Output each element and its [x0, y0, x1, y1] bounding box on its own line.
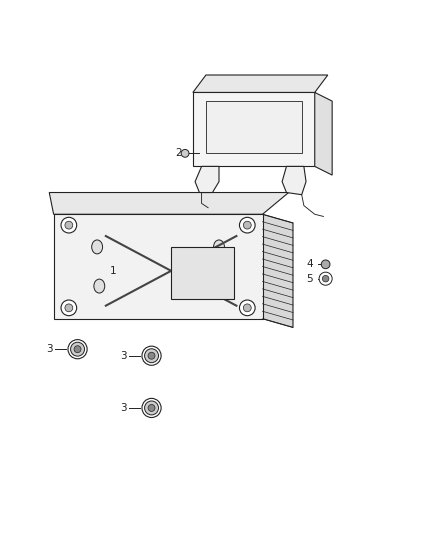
Circle shape	[65, 304, 73, 312]
Polygon shape	[315, 92, 332, 175]
Polygon shape	[195, 166, 219, 192]
Text: 3: 3	[46, 344, 53, 354]
Circle shape	[148, 405, 155, 411]
Text: 3: 3	[120, 403, 127, 413]
Text: 4: 4	[306, 260, 313, 269]
Text: 2: 2	[175, 148, 182, 158]
Polygon shape	[206, 101, 302, 154]
Circle shape	[244, 304, 251, 312]
Circle shape	[181, 149, 189, 157]
Circle shape	[142, 346, 161, 365]
Text: 5: 5	[306, 273, 313, 284]
Circle shape	[145, 401, 159, 415]
Circle shape	[71, 342, 85, 356]
Circle shape	[145, 349, 159, 362]
Polygon shape	[53, 214, 262, 319]
Polygon shape	[171, 247, 234, 299]
Ellipse shape	[214, 279, 224, 293]
Circle shape	[61, 300, 77, 316]
Ellipse shape	[214, 240, 224, 254]
Circle shape	[240, 300, 255, 316]
Polygon shape	[49, 192, 289, 214]
Circle shape	[148, 352, 155, 359]
Polygon shape	[282, 166, 306, 195]
Circle shape	[65, 221, 73, 229]
Circle shape	[68, 340, 87, 359]
Ellipse shape	[94, 279, 105, 293]
Circle shape	[321, 260, 330, 269]
Ellipse shape	[92, 240, 102, 254]
Circle shape	[244, 221, 251, 229]
Polygon shape	[193, 75, 328, 92]
Circle shape	[240, 217, 255, 233]
Text: 3: 3	[120, 351, 127, 361]
Circle shape	[322, 276, 329, 282]
Circle shape	[61, 217, 77, 233]
Text: 1: 1	[110, 266, 117, 276]
Polygon shape	[262, 214, 293, 327]
Circle shape	[142, 398, 161, 417]
Circle shape	[319, 272, 332, 285]
Circle shape	[74, 346, 81, 353]
Polygon shape	[193, 92, 315, 166]
